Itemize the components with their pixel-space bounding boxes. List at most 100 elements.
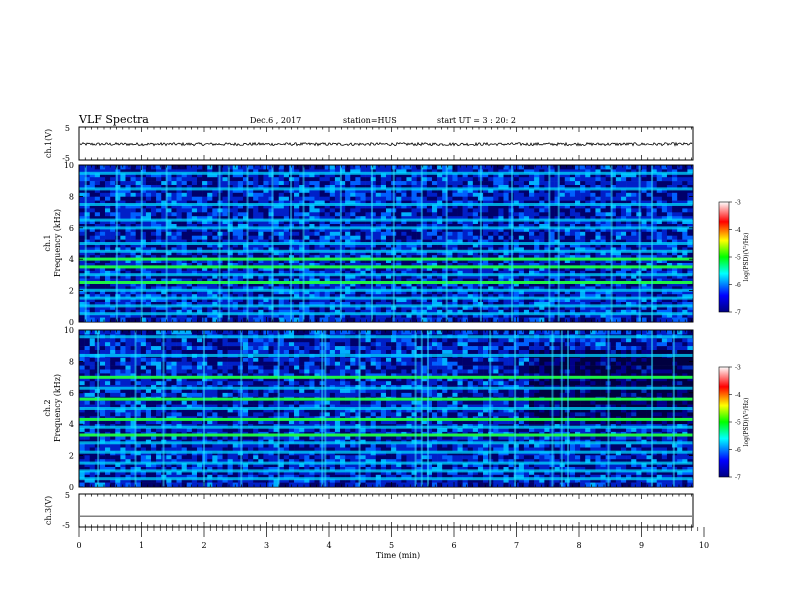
colorbar-ch1-label: log(PSD)(V²/Hz) xyxy=(743,233,750,282)
cbar-tick--6: -6 xyxy=(735,447,741,454)
burst-6.95min xyxy=(511,165,514,322)
burst-2min xyxy=(202,330,205,487)
burst-1min xyxy=(140,165,143,322)
burst-7.55min xyxy=(548,165,551,322)
band-1.5khz xyxy=(79,461,693,465)
burst-2.7min xyxy=(246,165,249,322)
burst-3.6min xyxy=(302,165,305,322)
band-4.3khz xyxy=(79,417,693,421)
band-8.5khz xyxy=(79,187,693,191)
burst-9.2min xyxy=(651,330,654,487)
band-2.5khz xyxy=(79,281,693,284)
burst-7.75min xyxy=(560,330,563,487)
ch2-spectrogram-panel: ch.2 Frequency (kHz) 0 2 4 6 8 10 xyxy=(43,326,694,492)
cbar-tick--5: -5 xyxy=(735,420,741,427)
burst-8.5min xyxy=(607,330,610,487)
band-5khz xyxy=(79,242,693,245)
ytick-2: 2 xyxy=(69,452,74,461)
band-1khz xyxy=(79,469,693,473)
band-2.8khz xyxy=(79,441,693,445)
station-label: station=HUS xyxy=(343,116,397,125)
band-0.5khz xyxy=(79,312,693,316)
burst-1.4min xyxy=(165,165,168,322)
ch1-spectrogram xyxy=(79,165,693,322)
xtick-3: 3 xyxy=(264,541,269,550)
band-2khz xyxy=(79,288,693,292)
ch2-spectrogram xyxy=(79,330,693,487)
burst-4.7min xyxy=(371,165,373,322)
colorbar-ch1-gradient xyxy=(718,201,730,313)
ch1-ylabel: ch.1(V) xyxy=(44,129,53,158)
xtick-8: 8 xyxy=(576,541,581,550)
burst-5.05min xyxy=(392,165,395,322)
burst-3.1min xyxy=(271,165,274,322)
colorbar-ch2-label: log(PSD)(V²/Hz) xyxy=(743,398,750,447)
band-8.4khz xyxy=(79,353,693,357)
xtick-10: 10 xyxy=(699,541,709,550)
xtick-9: 9 xyxy=(639,541,644,550)
cbar-tick--7: -7 xyxy=(735,475,741,482)
band-4khz xyxy=(79,257,693,261)
burst-0.6min xyxy=(115,165,118,322)
start-time-label: start UT = 3 : 20: 2 xyxy=(437,116,516,125)
ch1-spectrogram-panel: ch.1 Frequency (kHz) 0 2 4 6 8 10 xyxy=(43,161,694,327)
ch3-ytick-bottom: -5 xyxy=(62,521,70,530)
burst-5.4min xyxy=(414,330,417,487)
ytick-0: 0 xyxy=(69,483,74,492)
band-9.5khz xyxy=(79,171,693,175)
burst-4.5min xyxy=(358,330,361,487)
band-1khz xyxy=(79,304,693,308)
ch1-trace xyxy=(79,141,693,147)
ch2-spec-freq-label: Frequency (kHz) xyxy=(53,374,62,442)
band-3khz xyxy=(79,273,693,277)
ytick-6: 6 xyxy=(69,389,74,398)
ch3-ytick-top: 5 xyxy=(65,491,70,500)
colorbar-ch2-ticks: -3 -4 -5 -6 -7 xyxy=(729,365,741,482)
band-2.2khz xyxy=(79,450,693,454)
ch1-spec-freq-label: Frequency (kHz) xyxy=(53,209,62,277)
burst-5.6min xyxy=(427,330,430,487)
ch1-ytick-bottom: -5 xyxy=(62,154,70,163)
chart-title: VLF Spectra xyxy=(78,113,149,126)
ch1-ytick-top: 5 xyxy=(65,124,70,133)
ytick-0: 0 xyxy=(69,318,74,327)
band-5.6khz xyxy=(79,397,693,401)
band-0.5khz xyxy=(79,477,693,481)
xtick-0: 0 xyxy=(76,541,81,550)
burst-7min xyxy=(514,330,517,487)
colorbar-ch2-gradient xyxy=(718,366,730,478)
burst-1.35min xyxy=(162,330,165,487)
ytick-2: 2 xyxy=(69,287,74,296)
burst-2.25min xyxy=(218,165,221,322)
cbar-tick--7: -7 xyxy=(735,310,741,317)
ch1-spec-channel: ch.1 xyxy=(43,234,52,251)
band-3.5khz xyxy=(79,265,693,269)
burst-3.2min xyxy=(277,330,280,487)
burst-3.9min xyxy=(321,330,324,487)
burst-9min xyxy=(638,165,641,322)
cbar-tick--3: -3 xyxy=(735,200,741,207)
burst-0.9min xyxy=(134,330,137,487)
xtick-2: 2 xyxy=(201,541,206,550)
xtick-7: 7 xyxy=(514,541,519,550)
burst-3.4min xyxy=(290,165,293,322)
ytick-10: 10 xyxy=(64,161,74,170)
colorbar-ch1-ticks: -3 -4 -5 -6 -7 xyxy=(729,200,741,317)
time-axis: 0 1 2 3 4 5 6 7 8 9 10 xyxy=(76,127,709,550)
ytick-8: 8 xyxy=(69,357,74,366)
xtick-5: 5 xyxy=(389,541,394,550)
xtick-4: 4 xyxy=(326,541,331,550)
ch2-spec-ylabel: ch.2 xyxy=(43,399,52,416)
burst-8.55min xyxy=(610,165,613,322)
cbar-tick--5: -5 xyxy=(735,255,741,262)
band-6.3khz xyxy=(79,386,693,390)
band-6khz xyxy=(79,226,693,230)
ch1-waveform-panel: ch.1(V) 5 -5 xyxy=(44,124,694,163)
cbar-tick--4: -4 xyxy=(735,392,741,399)
ytick-8: 8 xyxy=(69,192,74,201)
burst-6.6min xyxy=(489,330,492,487)
burst-6.45min xyxy=(479,165,482,322)
burst-5.9min xyxy=(445,165,448,322)
band-6.5khz xyxy=(79,218,693,222)
